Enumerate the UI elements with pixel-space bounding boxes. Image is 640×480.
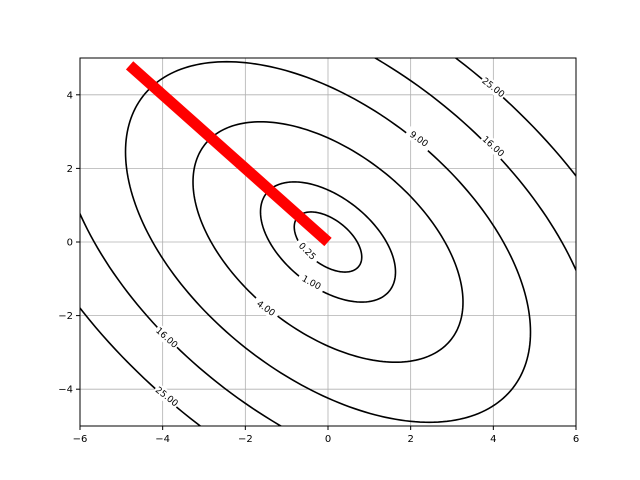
contour-label-bg-5	[478, 132, 508, 161]
contour-label-bg-1	[296, 270, 327, 295]
y-tick-label-3: 2	[67, 164, 73, 175]
contour-label-bg-4	[152, 323, 182, 352]
contour-level-1	[259, 181, 397, 303]
contour-level-3	[124, 60, 532, 424]
x-axis: −6 −4 −2 0 2 4 6	[73, 426, 579, 445]
contour-label-bg-7	[478, 74, 509, 101]
x-tick-label-5: 4	[490, 434, 496, 445]
descent-path-line	[125, 61, 332, 247]
contour-label-bg-2	[251, 295, 281, 322]
x-tick-label-4: 2	[407, 434, 413, 445]
x-tick-label-3: 0	[325, 434, 331, 445]
contour-label-bg-3	[404, 126, 434, 152]
contour-label-bg-6	[152, 383, 182, 410]
x-tick-label-1: −4	[155, 434, 170, 445]
x-tick-label-2: −2	[238, 434, 253, 445]
y-axis: −4 −2 0 2 4	[58, 90, 80, 396]
contour-label-bg-0	[293, 237, 322, 266]
descent-path	[125, 61, 332, 247]
y-tick-label-4: 4	[67, 90, 73, 101]
y-tick-label-2: 0	[67, 238, 73, 249]
x-tick-label-0: −6	[73, 434, 88, 445]
y-tick-label-0: −4	[58, 385, 73, 396]
y-tick-label-1: −2	[58, 311, 73, 322]
contour-level-4	[80, 58, 576, 426]
x-tick-label-6: 6	[573, 434, 579, 445]
